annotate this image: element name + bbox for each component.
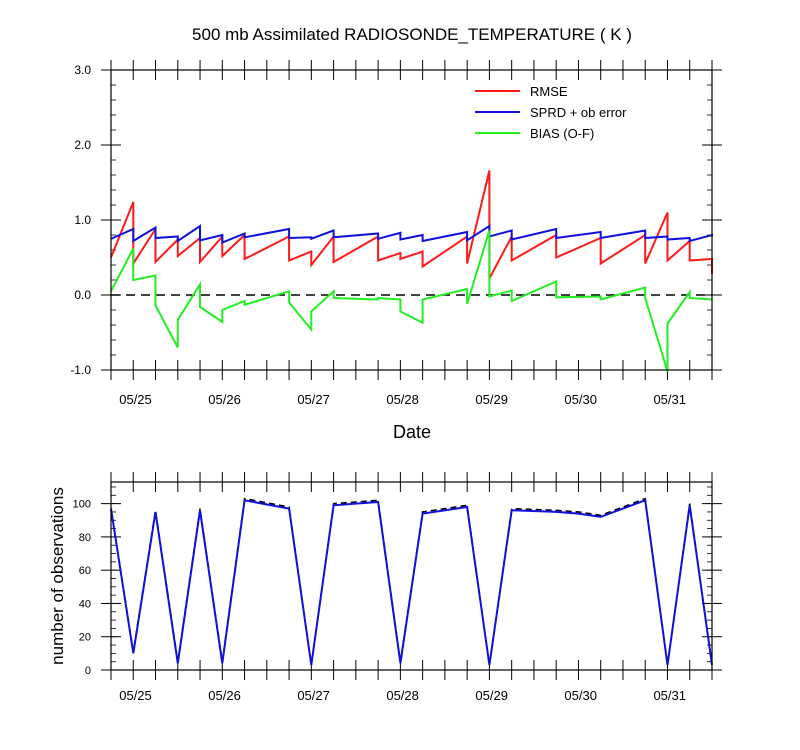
x-tick-label: 05/28 bbox=[386, 392, 419, 407]
x-axis-label: Date bbox=[393, 422, 431, 442]
bottom-x-tick-labels: 05/25 05/26 05/27 05/28 05/29 05/30 05/31 bbox=[119, 688, 686, 703]
legend-rmse-label: RMSE bbox=[530, 84, 568, 99]
y-tick-label: 80 bbox=[79, 532, 91, 544]
top-x-tick-labels: 05/25 05/26 05/27 05/28 05/29 05/30 05/31 bbox=[119, 392, 686, 407]
bottom-series-group bbox=[110, 497, 713, 666]
x-tick-label: 05/27 bbox=[297, 392, 330, 407]
x-tick-label: 05/27 bbox=[297, 688, 330, 703]
y-tick-label: 0 bbox=[85, 665, 91, 677]
sprd-line bbox=[110, 224, 713, 244]
y-tick-label: -1.0 bbox=[70, 363, 91, 377]
legend-bias-label: BIAS (O-F) bbox=[530, 126, 594, 141]
x-tick-label: 05/31 bbox=[653, 688, 686, 703]
y-tick-label: 0.0 bbox=[74, 288, 91, 302]
y-tick-label: 20 bbox=[79, 632, 91, 644]
rmse-line bbox=[110, 170, 713, 279]
bottom-y-tick-labels: 0 20 40 60 80 100 bbox=[73, 499, 91, 677]
x-tick-label: 05/26 bbox=[208, 392, 241, 407]
obs-used-line bbox=[110, 498, 713, 666]
bottom-tick-marks bbox=[101, 472, 722, 680]
x-tick-label: 05/25 bbox=[119, 688, 152, 703]
x-tick-label: 05/28 bbox=[386, 688, 419, 703]
x-tick-label: 05/26 bbox=[208, 688, 241, 703]
x-tick-label: 05/31 bbox=[653, 392, 686, 407]
y-tick-label: 60 bbox=[79, 565, 91, 577]
x-tick-label: 05/30 bbox=[564, 688, 597, 703]
x-tick-label: 05/29 bbox=[475, 392, 508, 407]
legend-sprd-label: SPRD + ob error bbox=[530, 105, 627, 120]
bottom-y-axis-label: number of observations bbox=[48, 487, 67, 665]
y-tick-label: 100 bbox=[73, 499, 91, 511]
y-tick-label: 1.0 bbox=[74, 213, 91, 227]
y-tick-label: 40 bbox=[79, 598, 91, 610]
y-tick-label: 3.0 bbox=[74, 63, 91, 77]
bottom-plot-frame bbox=[110, 481, 713, 671]
legend: RMSE SPRD + ob error BIAS (O-F) bbox=[475, 84, 627, 141]
top-tick-marks bbox=[101, 60, 722, 380]
y-tick-label: 2.0 bbox=[74, 138, 91, 152]
bias-line bbox=[110, 230, 713, 372]
top-y-tick-labels: -1.0 0.0 1.0 2.0 3.0 bbox=[70, 63, 91, 377]
top-plot-frame bbox=[110, 69, 713, 371]
chart-title: 500 mb Assimilated RADIOSONDE_TEMPERATUR… bbox=[192, 25, 632, 44]
x-tick-label: 05/30 bbox=[564, 392, 597, 407]
x-tick-label: 05/29 bbox=[475, 688, 508, 703]
x-tick-label: 05/25 bbox=[119, 392, 152, 407]
top-series-group bbox=[110, 170, 713, 372]
obs-possible-line bbox=[110, 497, 713, 666]
